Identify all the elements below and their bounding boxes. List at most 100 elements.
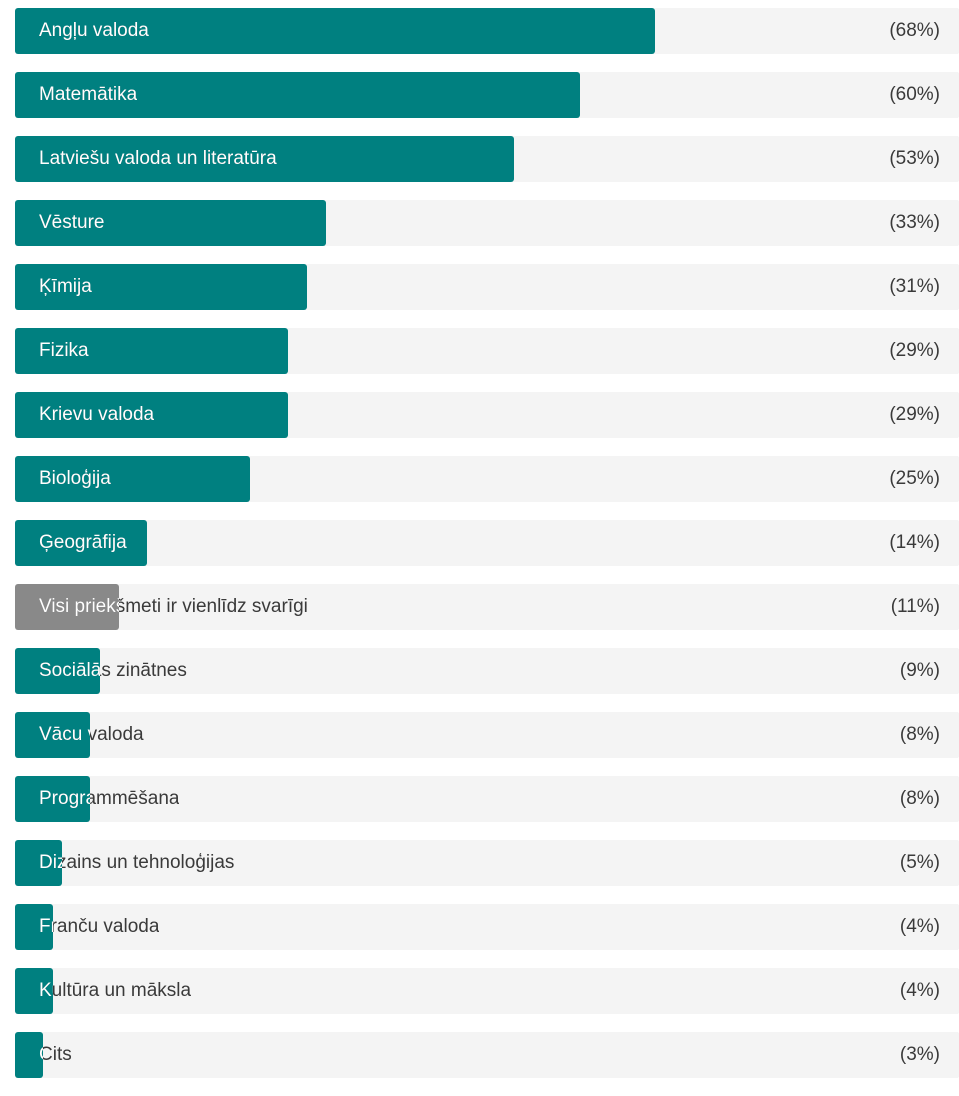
bar-label-clip: Bioloģija xyxy=(15,456,250,502)
bar-fill xyxy=(15,712,90,758)
bar-row: CitsCits (3%) xyxy=(15,1032,959,1078)
bar-fill xyxy=(15,776,90,822)
bar-label-on-fill: Fizika xyxy=(39,340,89,361)
bar-label-on-fill: Latviešu valoda un literatūra xyxy=(39,148,277,169)
bar-label-clip: Vācu valoda xyxy=(15,712,90,758)
bar-fill xyxy=(15,136,514,182)
bar-label-clip: Angļu valoda xyxy=(15,8,655,54)
bar-label: Fizika xyxy=(39,340,89,361)
bar-fill xyxy=(15,840,62,886)
bar-fill xyxy=(15,456,250,502)
bar-fill xyxy=(15,392,288,438)
bar-label-clip: Latviešu valoda un literatūra xyxy=(15,136,514,182)
bar-percentage: (8%) xyxy=(899,724,940,745)
bar-label: Vācu valoda xyxy=(39,724,144,745)
bar-label-clip: Sociālās zinātnes xyxy=(15,648,100,694)
bar-label-on-fill: Krievu valoda xyxy=(39,404,155,425)
bar-percentage: (3%) xyxy=(899,1044,940,1065)
bar-fill xyxy=(15,520,147,566)
bar-label-on-fill: Vācu valoda xyxy=(39,724,90,745)
bar-label-clip: Fizika xyxy=(15,328,288,374)
bar-label: Programmēšana xyxy=(39,788,180,809)
bar-label-on-fill: Ķīmija xyxy=(39,276,92,297)
bar-label-on-fill: Dizains un tehnoloģijas xyxy=(39,852,62,873)
bar-label-clip: Cits xyxy=(15,1032,43,1078)
bar-fill xyxy=(15,328,288,374)
bar-label-clip: Visi priekšmeti ir vienlīdz svarīgi xyxy=(15,584,119,630)
bar-label-clip: Krievu valoda xyxy=(15,392,288,438)
bar-percentage: (4%) xyxy=(899,916,940,937)
bar-fill xyxy=(15,648,100,694)
bar-row: Kultūra un mākslaKultūra un māksla(4%) xyxy=(15,968,959,1014)
bar-label: Sociālās zinātnes xyxy=(39,660,187,681)
bar-label-on-fill: Cits xyxy=(39,1032,43,1078)
bar-fill xyxy=(15,200,326,246)
bar-label-on-fill: Angļu valoda xyxy=(39,20,149,41)
bar-fill xyxy=(15,968,53,1014)
bar-row: Sociālās zinātnesSociālās zinātnes(9%) xyxy=(15,648,959,694)
bar-row: Visi priekšmeti ir vienlīdz svarīgi Visi … xyxy=(15,584,959,630)
bar-label-clip: Franču valoda xyxy=(15,904,53,950)
bar-percentage: (5%) xyxy=(899,852,940,873)
bar-label-clip: Ģeogrāfija xyxy=(15,520,147,566)
bar-label-clip: Matemātika xyxy=(15,72,580,118)
bar-percentage: (4%) xyxy=(899,980,940,1001)
bar-label: Cits xyxy=(39,1044,72,1065)
bar-label: Visi priekšmeti ir vienlīdz svarīgi xyxy=(39,596,308,617)
bar-label-on-fill: Vēsture xyxy=(39,212,105,233)
bar-label-on-fill: Programmēšana xyxy=(39,788,90,809)
bar-row: ProgrammēšanaProgrammēšana(8%) xyxy=(15,776,959,822)
bar-label: Bioloģija xyxy=(39,468,111,489)
bar-percentage: (29%) xyxy=(889,340,940,361)
bar-label: Franču valoda xyxy=(39,916,160,937)
bar-fill xyxy=(15,904,53,950)
bar-row: Latviešu valoda un literatūra Latviešu va… xyxy=(15,136,959,182)
bar-row: Dizains un tehnoloģijasDizains un tehnol… xyxy=(15,840,959,886)
bar-label-clip: Programmēšana xyxy=(15,776,90,822)
bar-percentage: (14%) xyxy=(889,532,940,553)
bar-row: Fizika Fizika (29%) xyxy=(15,328,959,374)
bar-row: Ķīmija Ķīmija (31%) xyxy=(15,264,959,310)
bar-label-on-fill: Sociālās zinātnes xyxy=(39,660,100,681)
bar-chart: Angļu valoda Angļu valoda (68%) Matemātika M… xyxy=(15,8,959,1096)
bar-label-clip: Vēsture xyxy=(15,200,326,246)
bar-percentage: (53%) xyxy=(889,148,940,169)
bar-percentage: (11%) xyxy=(890,596,940,617)
bar-label: Vēsture xyxy=(39,212,105,233)
bar-label-on-fill: Visi priekšmeti ir vienlīdz svarīgi xyxy=(39,596,119,617)
bar-row: Vēsture Vēsture (33%) xyxy=(15,200,959,246)
bar-fill xyxy=(15,72,580,118)
bar-percentage: (31%) xyxy=(889,276,940,297)
bar-percentage: (33%) xyxy=(889,212,940,233)
bar-label-on-fill: Bioloģija xyxy=(39,468,111,489)
bar-fill xyxy=(15,584,119,630)
bar-label: Matemātika xyxy=(39,84,138,105)
bar-label-on-fill: Franču valoda xyxy=(39,916,53,937)
bar-percentage: (29%) xyxy=(889,404,940,425)
bar-percentage: (68%) xyxy=(889,20,940,41)
bar-percentage: (8%) xyxy=(899,788,940,809)
bar-fill xyxy=(15,264,307,310)
bar-row: Ģeogrāfija Ģeogrāfija (14%) xyxy=(15,520,959,566)
bar-label: Ķīmija xyxy=(39,276,92,297)
bar-label-on-fill: Ģeogrāfija xyxy=(39,532,127,553)
bar-label-on-fill: Kultūra un māksla xyxy=(39,980,53,1001)
bar-label: Dizains un tehnoloģijas xyxy=(39,852,235,873)
bar-row: Matemātika Matemātika (60%) xyxy=(15,72,959,118)
bar-percentage: (60%) xyxy=(889,84,940,105)
bar-label: Ģeogrāfija xyxy=(39,532,127,553)
bar-percentage: (25%) xyxy=(889,468,940,489)
bar-label-clip: Ķīmija xyxy=(15,264,307,310)
bar-label: Latviešu valoda un literatūra xyxy=(39,148,277,169)
bar-label: Kultūra un māksla xyxy=(39,980,192,1001)
bar-row: Bioloģija Bioloģija (25%) xyxy=(15,456,959,502)
bar-row: Franču valodaFranču valoda(4%) xyxy=(15,904,959,950)
bar-label-clip: Kultūra un māksla xyxy=(15,968,53,1014)
bar-label-on-fill: Matemātika xyxy=(39,84,138,105)
bar-percentage: (9%) xyxy=(899,660,940,681)
bar-label: Krievu valoda xyxy=(39,404,155,425)
bar-row: Krievu valoda Krievu valoda (29%) xyxy=(15,392,959,438)
bar-label: Angļu valoda xyxy=(39,20,149,41)
bar-fill xyxy=(15,8,655,54)
